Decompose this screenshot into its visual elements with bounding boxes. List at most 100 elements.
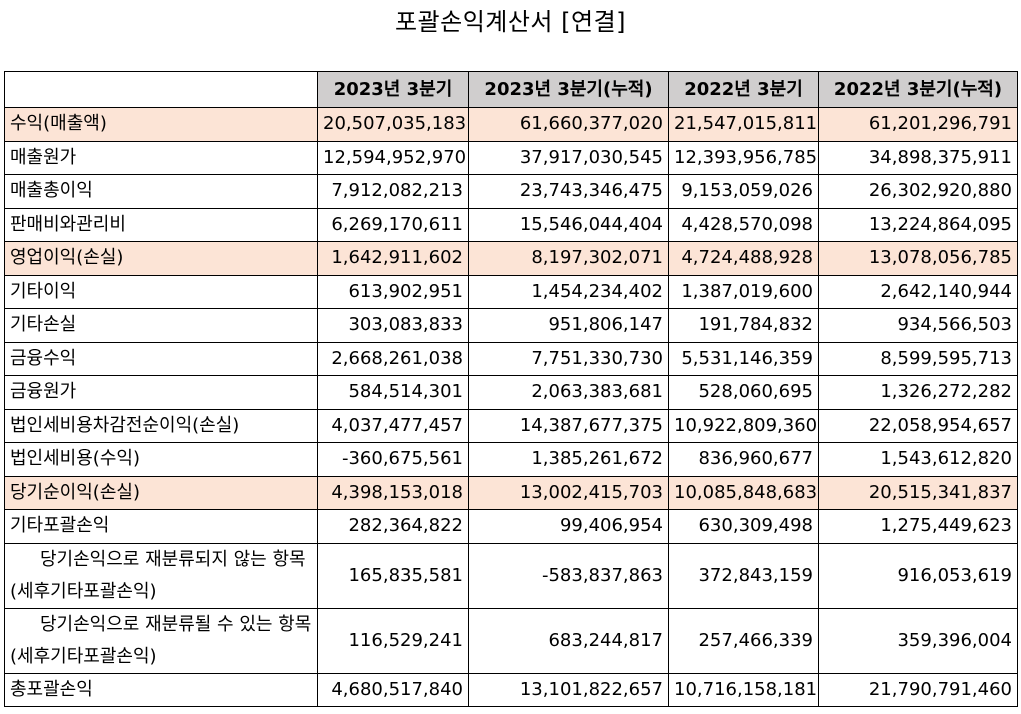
cell-value: 13,002,415,703 xyxy=(468,475,669,510)
table-row-oci-reclassified: 당기손익으로 재분류될 수 있는 항목(세후기타포괄손익) 116,529,24… xyxy=(4,607,1018,674)
cell-value: 1,642,911,602 xyxy=(317,241,469,276)
cell-value: 2,063,383,681 xyxy=(468,375,669,410)
cell-value: 5,531,146,359 xyxy=(668,341,819,376)
cell-value: 99,406,954 xyxy=(468,509,669,544)
table-row-net-income: 당기순이익(손실) 4,398,153,018 13,002,415,703 1… xyxy=(4,475,1018,510)
cell-value: 584,514,301 xyxy=(317,375,469,410)
header-row: 2023년 3분기 2023년 3분기(누적) 2022년 3분기 2022년 … xyxy=(4,71,1018,108)
cell-value: 23,743,346,475 xyxy=(468,174,669,209)
cell-value: 916,053,619 xyxy=(818,542,1018,609)
table-row-oci-not-reclassified: 당기손익으로 재분류되지 않는 항목(세후기타포괄손익) 165,835,581… xyxy=(4,542,1018,609)
cell-value: 165,835,581 xyxy=(317,542,469,609)
cell-value: 10,922,809,360 xyxy=(668,408,819,443)
header-cell-2022-q3-cumulative: 2022년 3분기(누적) xyxy=(818,71,1018,108)
table-row-revenue: 수익(매출액) 20,507,035,183 61,660,377,020 21… xyxy=(4,107,1018,142)
row-label: 기타손실 xyxy=(4,308,318,343)
table-row-total-comprehensive-income: 총포괄손익 4,680,517,840 13,101,822,657 10,71… xyxy=(4,672,1018,707)
cell-value: 2,668,261,038 xyxy=(317,341,469,376)
row-label: 당기순이익(손실) xyxy=(4,475,318,510)
cell-value: 34,898,375,911 xyxy=(818,140,1018,175)
cell-value: 683,244,817 xyxy=(468,607,669,674)
cell-value: 1,454,234,402 xyxy=(468,274,669,309)
table-row-gross-profit: 매출총이익 7,912,082,213 23,743,346,475 9,153… xyxy=(4,174,1018,209)
header-cell-2022-q3: 2022년 3분기 xyxy=(668,71,819,108)
cell-value: 10,085,848,683 xyxy=(668,475,819,510)
cell-value: 1,326,272,282 xyxy=(818,375,1018,410)
table-row-oci: 기타포괄손익 282,364,822 99,406,954 630,309,49… xyxy=(4,509,1018,544)
cell-value: 8,197,302,071 xyxy=(468,241,669,276)
cell-value: 10,716,158,181 xyxy=(668,672,819,707)
row-label: 매출총이익 xyxy=(4,174,318,209)
cell-value: 20,507,035,183 xyxy=(317,107,469,142)
cell-value: 4,428,570,098 xyxy=(668,207,819,242)
cell-value: 12,393,956,785 xyxy=(668,140,819,175)
header-cell-2023-q3: 2023년 3분기 xyxy=(317,71,469,108)
cell-value: 6,269,170,611 xyxy=(317,207,469,242)
row-label: 금융수익 xyxy=(4,341,318,376)
table-row-other-losses: 기타손실 303,083,833 951,806,147 191,784,832… xyxy=(4,308,1018,343)
cell-value: 630,309,498 xyxy=(668,509,819,544)
row-label: 당기손익으로 재분류될 수 있는 항목(세후기타포괄손익) xyxy=(4,607,318,674)
cell-value: -360,675,561 xyxy=(317,442,469,477)
row-label: 매출원가 xyxy=(4,140,318,175)
cell-value: 14,387,677,375 xyxy=(468,408,669,443)
row-label: 영업이익(손실) xyxy=(4,241,318,276)
cell-value: 191,784,832 xyxy=(668,308,819,343)
row-label: 총포괄손익 xyxy=(4,672,318,707)
cell-value: 1,385,261,672 xyxy=(468,442,669,477)
table-row-other-gains: 기타이익 613,902,951 1,454,234,402 1,387,019… xyxy=(4,274,1018,309)
cell-value: 257,466,339 xyxy=(668,607,819,674)
table-row-finance-income: 금융수익 2,668,261,038 7,751,330,730 5,531,1… xyxy=(4,341,1018,376)
cell-value: 15,546,044,404 xyxy=(468,207,669,242)
cell-value: 13,101,822,657 xyxy=(468,672,669,707)
page-title: 포괄손익계산서 [연결] xyxy=(394,8,627,36)
cell-value: -583,837,863 xyxy=(468,542,669,609)
row-label: 당기손익으로 재분류되지 않는 항목(세후기타포괄손익) xyxy=(4,542,318,609)
row-label: 수익(매출액) xyxy=(4,107,318,142)
cell-value: 7,912,082,213 xyxy=(317,174,469,209)
cell-value: 4,398,153,018 xyxy=(317,475,469,510)
cell-value: 21,547,015,811 xyxy=(668,107,819,142)
table-row-operating-income: 영업이익(손실) 1,642,911,602 8,197,302,071 4,7… xyxy=(4,241,1018,276)
cell-value: 836,960,677 xyxy=(668,442,819,477)
cell-value: 13,078,056,785 xyxy=(818,241,1018,276)
table-row-cost-of-sales: 매출원가 12,594,952,970 37,917,030,545 12,39… xyxy=(4,140,1018,175)
cell-value: 372,843,159 xyxy=(668,542,819,609)
cell-value: 359,396,004 xyxy=(818,607,1018,674)
cell-value: 951,806,147 xyxy=(468,308,669,343)
row-label: 금융원가 xyxy=(4,375,318,410)
row-label: 기타포괄손익 xyxy=(4,509,318,544)
cell-value: 8,599,595,713 xyxy=(818,341,1018,376)
cell-value: 26,302,920,880 xyxy=(818,174,1018,209)
cell-value: 116,529,241 xyxy=(317,607,469,674)
cell-value: 934,566,503 xyxy=(818,308,1018,343)
cell-value: 303,083,833 xyxy=(317,308,469,343)
cell-value: 9,153,059,026 xyxy=(668,174,819,209)
header-cell-blank xyxy=(4,71,318,108)
cell-value: 12,594,952,970 xyxy=(317,140,469,175)
table-row-finance-costs: 금융원가 584,514,301 2,063,383,681 528,060,6… xyxy=(4,375,1018,410)
cell-value: 4,037,477,457 xyxy=(317,408,469,443)
cell-value: 282,364,822 xyxy=(317,509,469,544)
cell-value: 7,751,330,730 xyxy=(468,341,669,376)
cell-value: 1,387,019,600 xyxy=(668,274,819,309)
cell-value: 613,902,951 xyxy=(317,274,469,309)
cell-value: 37,917,030,545 xyxy=(468,140,669,175)
row-label: 판매비와관리비 xyxy=(4,207,318,242)
row-label: 기타이익 xyxy=(4,274,318,309)
income-statement-table: 2023년 3분기 2023년 3분기(누적) 2022년 3분기 2022년 … xyxy=(4,71,1018,707)
cell-value: 20,515,341,837 xyxy=(818,475,1018,510)
row-label: 법인세비용(수익) xyxy=(4,442,318,477)
table-row-profit-before-tax: 법인세비용차감전순이익(손실) 4,037,477,457 14,387,677… xyxy=(4,408,1018,443)
cell-value: 1,543,612,820 xyxy=(818,442,1018,477)
cell-value: 13,224,864,095 xyxy=(818,207,1018,242)
table-row-income-tax: 법인세비용(수익) -360,675,561 1,385,261,672 836… xyxy=(4,442,1018,477)
cell-value: 4,724,488,928 xyxy=(668,241,819,276)
cell-value: 21,790,791,460 xyxy=(818,672,1018,707)
cell-value: 22,058,954,657 xyxy=(818,408,1018,443)
cell-value: 61,201,296,791 xyxy=(818,107,1018,142)
cell-value: 2,642,140,944 xyxy=(818,274,1018,309)
cell-value: 528,060,695 xyxy=(668,375,819,410)
cell-value: 1,275,449,623 xyxy=(818,509,1018,544)
cell-value: 4,680,517,840 xyxy=(317,672,469,707)
